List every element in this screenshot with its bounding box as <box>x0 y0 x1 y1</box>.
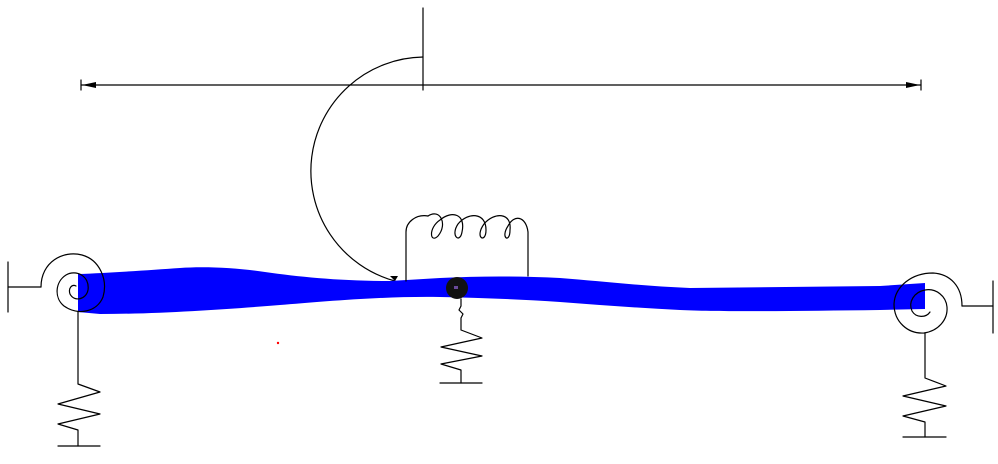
center-ground-spring <box>439 298 483 384</box>
coil-spring <box>405 213 529 282</box>
center-mass-highlight <box>454 286 458 289</box>
arc-arrow <box>390 276 398 281</box>
dimension-line <box>80 79 922 91</box>
left-ground-spring <box>57 311 101 447</box>
red-marker <box>276 341 280 345</box>
right-arrowhead <box>906 82 920 88</box>
large-arc <box>310 56 424 282</box>
right-pivot-support <box>893 272 994 334</box>
left-arrowhead <box>82 82 96 88</box>
blue-beam <box>78 267 925 314</box>
right-ground-spring <box>902 332 947 438</box>
left-pivot-support <box>7 253 105 313</box>
